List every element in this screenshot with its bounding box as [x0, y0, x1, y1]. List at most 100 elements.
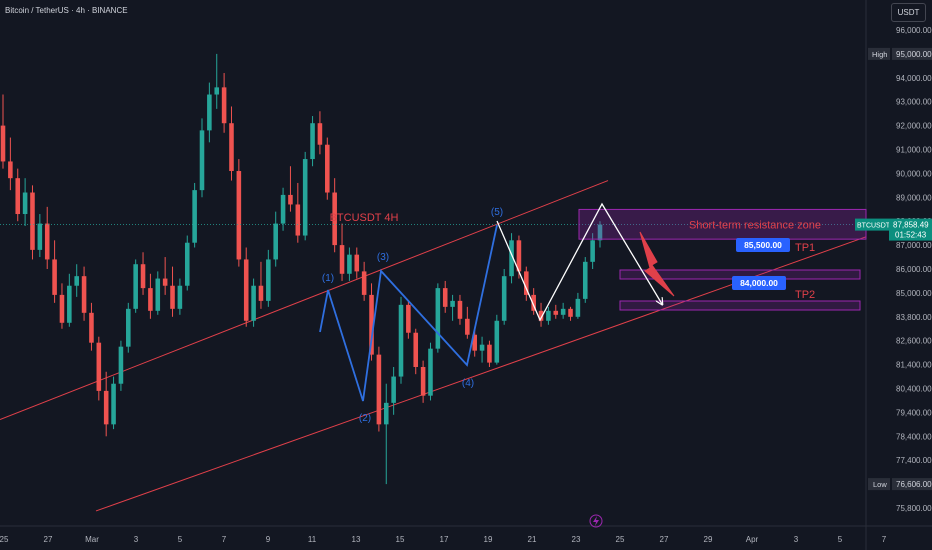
time-tick-label: 21: [528, 535, 537, 544]
candle-body: [553, 310, 559, 315]
impulse-wave-line: [319, 224, 498, 402]
candle-body: [15, 178, 21, 215]
candle-body: [302, 159, 308, 236]
time-tick-label: Mar: [85, 535, 99, 544]
target-name: TP1: [795, 242, 815, 254]
candle-body: [590, 240, 595, 262]
candle-body: [140, 264, 146, 289]
candle-body: [162, 278, 168, 286]
candle-body: [383, 402, 389, 425]
time-tick-label: 5: [178, 535, 183, 544]
time-tick-label: 3: [794, 535, 799, 544]
time-tick-label: 7: [222, 535, 227, 544]
candle-body: [74, 276, 79, 286]
wave-label: (1): [322, 273, 334, 284]
candle-body: [148, 288, 153, 311]
candle-body: [258, 285, 264, 301]
candle-body: [133, 264, 138, 309]
target-name: TP2: [795, 289, 815, 301]
candle-body: [288, 194, 293, 205]
candle-body: [509, 240, 514, 277]
candle-body: [435, 288, 441, 349]
time-tick-label: 19: [484, 535, 493, 544]
candle-body: [339, 245, 345, 274]
candle-body: [465, 318, 470, 335]
candle-body: [184, 242, 190, 286]
price-tick-label: 79,400.00: [896, 408, 932, 417]
candle-body: [347, 254, 352, 274]
time-tick-label: Apr: [746, 535, 759, 544]
wave-label: (4): [462, 378, 474, 389]
candle-body: [568, 308, 573, 317]
candle-body: [560, 308, 566, 315]
time-tick-label: 3: [134, 535, 139, 544]
candle-body: [494, 320, 500, 363]
candle-body: [310, 123, 315, 160]
candle-body: [214, 87, 220, 95]
price-tick-label: 78,400.00: [896, 432, 932, 441]
high-value: 95,000.00: [896, 50, 932, 59]
candle-body: [126, 308, 131, 347]
time-tick-label: 27: [44, 535, 53, 544]
candle-body: [52, 259, 57, 295]
plot-background: [0, 0, 866, 526]
low-label: Low: [873, 480, 887, 489]
candle-body: [59, 294, 65, 323]
candle-body: [8, 161, 13, 179]
candle-body: [295, 204, 301, 236]
time-tick-label: 29: [704, 535, 713, 544]
candle-body: [575, 298, 581, 317]
price-tick-label: 92,000.00: [896, 122, 932, 131]
high-value-bg: [892, 47, 932, 60]
annotations: BTCUSDT 4H: [330, 212, 399, 224]
price-tick-label: 90,000.00: [896, 169, 932, 178]
price-tick-label: 91,000.00: [896, 146, 932, 155]
candle-body: [332, 192, 337, 246]
candle-body: [531, 294, 536, 311]
price-tick-label: 75,800.00: [896, 504, 932, 513]
resistance-zone-label: Short-term resistance zone: [689, 219, 821, 231]
symbol-tag-bg: [855, 218, 889, 231]
target-zone: [619, 300, 861, 311]
price-tick-label: 77,400.00: [896, 456, 932, 465]
candle-body: [524, 271, 529, 295]
candle-body: [118, 346, 124, 384]
candle-body: [479, 344, 485, 351]
candle-body: [325, 144, 330, 193]
candle-body: [487, 344, 492, 363]
candle-body: [229, 123, 234, 172]
candle-body: [44, 223, 50, 260]
high-tag-bg: [868, 47, 890, 60]
symbol-header: Bitcoin / TetherUS · 4h · BINANCE: [5, 6, 128, 15]
low-value: 76,606.00: [896, 480, 932, 489]
candle-body: [67, 285, 72, 323]
price-tick-label: 80,400.00: [896, 385, 932, 394]
time-tick-label: 25: [616, 535, 625, 544]
time-tick-label: 15: [396, 535, 405, 544]
target-value: 84,000.00: [740, 278, 778, 288]
time-tick-label: 25: [0, 535, 9, 544]
low-tag-bg: [868, 478, 890, 491]
candle-body: [516, 240, 522, 272]
lightning-icon[interactable]: [589, 514, 603, 528]
price-tick-label: 96,000.00: [896, 26, 932, 35]
candle-body: [192, 190, 197, 243]
candle-body: [428, 348, 433, 396]
candle-body: [369, 294, 374, 355]
candle-body: [361, 271, 367, 295]
time-tick-label: 13: [352, 535, 361, 544]
wave-lines: (1) (2) (3) (4) (5): [319, 202, 675, 424]
candle-body: [207, 94, 212, 131]
candle-body: [501, 276, 507, 321]
time-tick-label: 11: [308, 535, 317, 544]
candle-body: [582, 261, 588, 299]
symbol-tag: BTCUSDT: [857, 223, 891, 230]
candle-body: [30, 192, 35, 250]
currency-button[interactable]: USDT: [891, 3, 926, 22]
candle-body: [376, 354, 382, 425]
candle-body: [273, 223, 278, 260]
time-tick-label: 17: [440, 535, 449, 544]
candle-body: [22, 192, 28, 215]
